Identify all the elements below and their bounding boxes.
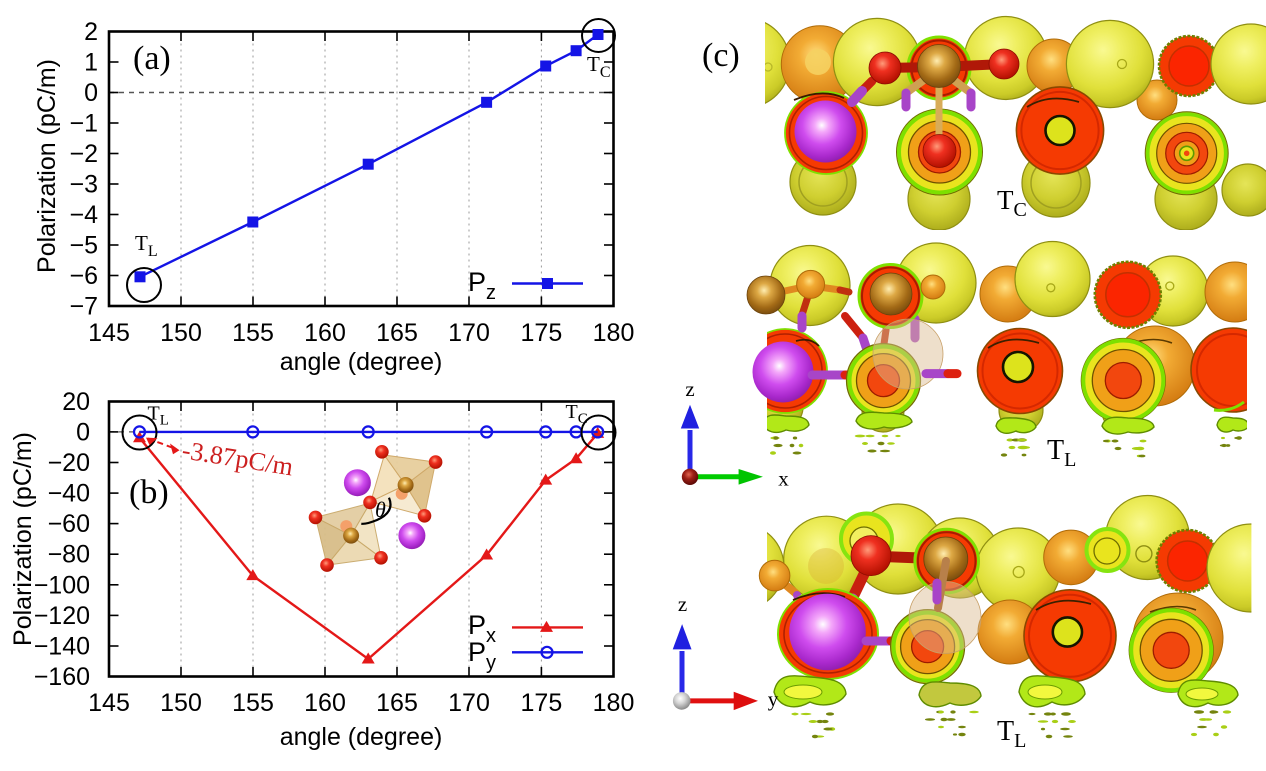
svg-text:165: 165 — [376, 319, 418, 347]
svg-text:−4: −4 — [69, 201, 98, 229]
svg-text:−40: −40 — [48, 480, 90, 508]
svg-text:(b): (b) — [129, 474, 169, 511]
svg-text:175: 175 — [521, 319, 563, 347]
svg-text:TC: TC — [587, 52, 611, 81]
svg-text:20: 20 — [62, 388, 90, 416]
svg-text:z: z — [678, 592, 687, 616]
svg-text:180: 180 — [593, 689, 635, 717]
svg-text:2: 2 — [84, 18, 98, 46]
svg-text:Polarization (pC/m): Polarization (pC/m) — [33, 59, 61, 273]
svg-text:TL: TL — [997, 716, 1026, 752]
svg-text:−3: −3 — [69, 171, 98, 199]
svg-text:angle (degree): angle (degree) — [280, 348, 443, 376]
svg-text:z: z — [685, 377, 694, 401]
svg-text:−160: −160 — [34, 663, 90, 691]
svg-text:−140: −140 — [34, 633, 90, 661]
svg-text:155: 155 — [232, 319, 274, 347]
svg-text:170: 170 — [448, 689, 490, 717]
svg-text:145: 145 — [88, 319, 130, 347]
svg-text:Pz: Pz — [468, 267, 496, 304]
svg-text:−20: −20 — [48, 449, 90, 477]
svg-text:(c): (c) — [702, 37, 740, 74]
svg-text:165: 165 — [376, 689, 418, 717]
svg-text:y: y — [768, 687, 779, 711]
svg-text:−80: −80 — [48, 541, 90, 569]
svg-text:(a): (a) — [133, 40, 171, 77]
svg-text:150: 150 — [160, 689, 202, 717]
svg-text:-3.87pC/m: -3.87pC/m — [180, 435, 295, 481]
svg-text:150: 150 — [160, 319, 202, 347]
svg-text:−7: −7 — [69, 293, 98, 321]
svg-text:170: 170 — [448, 319, 490, 347]
svg-text:−1: −1 — [69, 110, 98, 138]
svg-text:θ: θ — [375, 497, 386, 522]
svg-text:1: 1 — [84, 49, 98, 77]
svg-text:175: 175 — [521, 689, 563, 717]
svg-text:−60: −60 — [48, 510, 90, 538]
svg-text:180: 180 — [593, 319, 635, 347]
svg-text:160: 160 — [304, 319, 346, 347]
svg-text:Polarization (pC/m): Polarization (pC/m) — [9, 432, 37, 646]
svg-text:TL: TL — [1047, 435, 1076, 471]
svg-text:0: 0 — [76, 418, 90, 446]
svg-text:−100: −100 — [34, 571, 90, 599]
svg-text:TL: TL — [148, 403, 169, 429]
svg-text:TL: TL — [135, 231, 158, 260]
svg-text:−2: −2 — [69, 140, 98, 168]
svg-text:x: x — [778, 467, 789, 491]
svg-text:−5: −5 — [69, 232, 98, 260]
svg-text:TC: TC — [566, 401, 588, 427]
svg-text:160: 160 — [304, 689, 346, 717]
svg-text:155: 155 — [232, 689, 274, 717]
svg-text:145: 145 — [88, 689, 130, 717]
svg-text:0: 0 — [84, 79, 98, 107]
svg-text:−6: −6 — [69, 262, 98, 290]
svg-text:−120: −120 — [34, 602, 90, 630]
svg-text:angle (degree): angle (degree) — [280, 723, 443, 751]
